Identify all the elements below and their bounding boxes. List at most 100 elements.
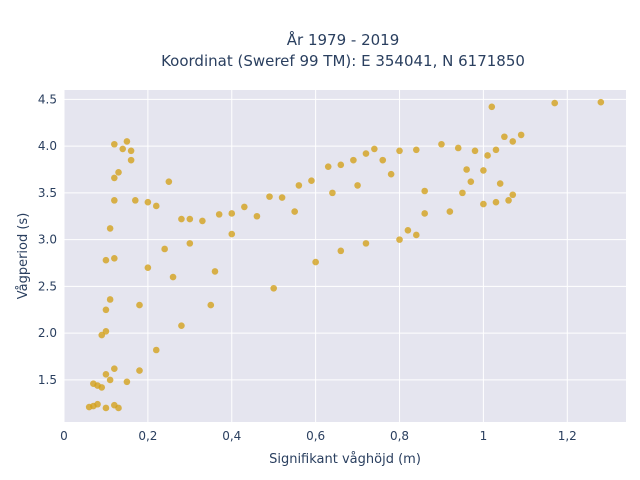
x-tick-label: 0,2 bbox=[138, 429, 157, 443]
x-tick-label: 0,6 bbox=[306, 429, 325, 443]
data-point bbox=[505, 197, 512, 204]
data-point bbox=[102, 327, 110, 335]
data-point bbox=[509, 191, 517, 199]
data-point bbox=[228, 210, 236, 217]
data-point bbox=[270, 284, 278, 292]
x-tick-label: 1,2 bbox=[558, 429, 577, 443]
data-point bbox=[371, 145, 378, 153]
data-point bbox=[291, 208, 298, 215]
data-point bbox=[152, 202, 160, 210]
data-point bbox=[404, 226, 412, 234]
y-tick-label: 1.5 bbox=[38, 373, 57, 387]
data-point bbox=[471, 147, 479, 155]
data-point bbox=[111, 255, 118, 262]
data-point bbox=[337, 247, 345, 255]
chart-subtitle: Koordinat (Sweref 99 TM): E 354041, N 61… bbox=[161, 52, 525, 70]
data-point bbox=[102, 256, 110, 264]
data-point bbox=[421, 210, 428, 217]
data-point bbox=[228, 230, 236, 238]
data-point bbox=[111, 174, 118, 182]
data-point bbox=[144, 198, 152, 206]
y-axis-label: Vågperiod (s) bbox=[16, 213, 31, 300]
data-point bbox=[102, 306, 110, 314]
x-gridlines bbox=[63, 90, 568, 422]
data-point bbox=[102, 371, 110, 378]
x-axis-label: Signifikant våghöjd (m) bbox=[269, 452, 421, 467]
data-point bbox=[454, 144, 462, 152]
data-point bbox=[362, 150, 370, 157]
data-point bbox=[551, 99, 559, 107]
data-point bbox=[412, 231, 420, 239]
data-point bbox=[178, 215, 185, 223]
data-point bbox=[396, 147, 403, 155]
data-point bbox=[186, 240, 194, 247]
data-point bbox=[207, 301, 215, 309]
data-point bbox=[492, 198, 500, 206]
data-point bbox=[119, 145, 127, 153]
data-point bbox=[463, 166, 470, 173]
data-point bbox=[480, 167, 487, 174]
data-point bbox=[136, 367, 143, 374]
data-point bbox=[186, 215, 194, 223]
y-tick-label: 3.5 bbox=[38, 186, 57, 200]
data-point bbox=[144, 264, 152, 271]
data-point bbox=[492, 146, 500, 154]
data-point bbox=[215, 211, 223, 218]
data-point bbox=[337, 161, 345, 169]
data-point bbox=[597, 98, 605, 106]
x-tick-labels: 0 0,2 0,4 0,6 0,8 1 1,2 bbox=[60, 429, 577, 443]
data-point bbox=[106, 296, 114, 303]
data-point bbox=[115, 168, 122, 176]
data-point bbox=[266, 193, 273, 200]
chart-title: År 1979 - 2019 bbox=[287, 30, 400, 49]
data-point bbox=[123, 378, 131, 386]
data-point bbox=[169, 273, 177, 281]
data-point bbox=[488, 103, 496, 111]
data-point bbox=[94, 400, 101, 408]
y-tick-label: 4.5 bbox=[38, 92, 57, 106]
y-tick-label: 3.0 bbox=[38, 233, 57, 247]
data-point bbox=[199, 217, 206, 225]
y-tick-label: 4.0 bbox=[38, 139, 57, 153]
data-point bbox=[362, 240, 370, 247]
data-point bbox=[211, 268, 219, 275]
data-points bbox=[85, 98, 605, 412]
data-point bbox=[438, 140, 445, 148]
data-point bbox=[509, 138, 517, 145]
data-point bbox=[98, 384, 106, 391]
data-point bbox=[308, 177, 315, 185]
data-point bbox=[111, 365, 118, 372]
data-point bbox=[165, 178, 173, 185]
data-point bbox=[111, 140, 118, 148]
data-point bbox=[136, 301, 143, 309]
data-point bbox=[102, 404, 110, 412]
data-point bbox=[480, 200, 487, 208]
data-point bbox=[161, 245, 168, 253]
data-point bbox=[106, 225, 114, 232]
data-point bbox=[387, 170, 395, 178]
data-point bbox=[496, 180, 504, 187]
y-tick-label: 2.5 bbox=[38, 279, 57, 293]
data-point bbox=[253, 212, 261, 220]
data-point bbox=[278, 194, 286, 201]
data-point bbox=[241, 203, 248, 211]
data-point bbox=[115, 404, 122, 412]
data-point bbox=[517, 131, 525, 139]
data-point bbox=[396, 236, 403, 243]
y-tick-labels: 1.5 2.0 2.5 3.0 3.5 4.0 4.5 bbox=[38, 92, 57, 387]
data-point bbox=[152, 346, 160, 354]
plot-area bbox=[64, 90, 626, 422]
data-point bbox=[178, 322, 185, 329]
data-point bbox=[127, 156, 135, 164]
data-point bbox=[127, 147, 135, 155]
x-tick-label: 0,4 bbox=[222, 429, 241, 443]
data-point bbox=[459, 189, 466, 197]
y-tick-label: 2.0 bbox=[38, 326, 57, 340]
data-point bbox=[111, 197, 118, 204]
data-point bbox=[329, 189, 336, 197]
y-gridlines bbox=[64, 98, 626, 381]
data-point bbox=[412, 146, 420, 154]
data-point bbox=[350, 156, 357, 164]
data-point bbox=[501, 133, 508, 141]
